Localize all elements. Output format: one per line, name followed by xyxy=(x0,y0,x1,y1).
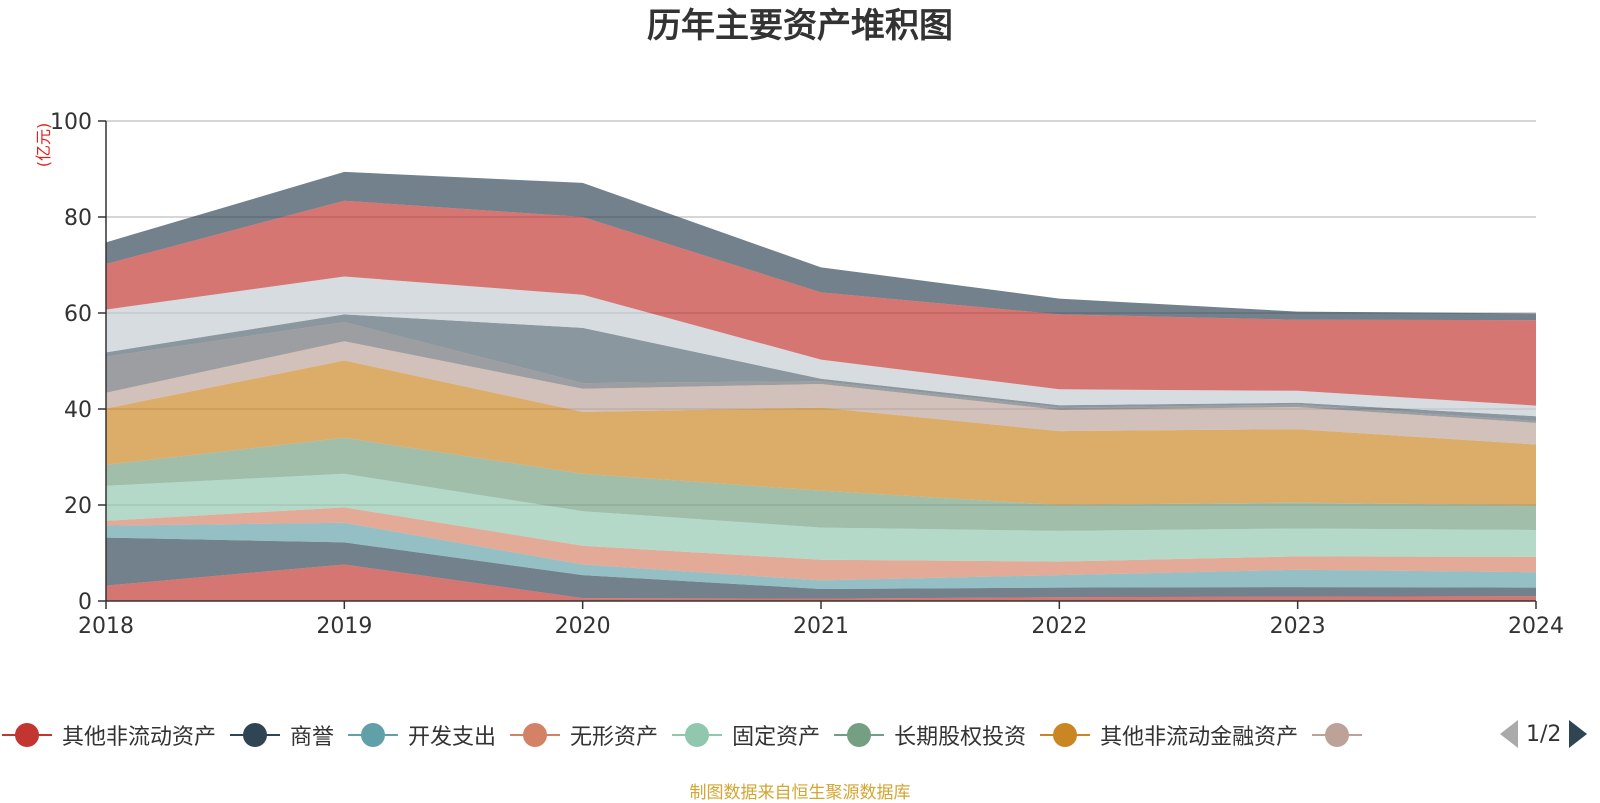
area-series-10 xyxy=(106,276,1536,417)
legend-marker-icon xyxy=(834,722,885,748)
legend-marker-icon xyxy=(348,722,399,748)
legend-marker-icon xyxy=(672,722,723,748)
area-series-3 xyxy=(106,507,1536,581)
legend-label: 固定资产 xyxy=(732,725,821,750)
legend-item[interactable]: 固定资产 xyxy=(672,719,820,751)
legend-prev-page-icon[interactable] xyxy=(1500,720,1518,748)
area-series-9 xyxy=(106,314,1536,421)
y-tick-label: 100 xyxy=(50,110,92,135)
area-series-11 xyxy=(106,200,1536,406)
x-tick-label: 2019 xyxy=(316,614,372,639)
legend-item[interactable] xyxy=(1312,722,1372,748)
y-tick-label: 60 xyxy=(64,302,92,327)
area-series-6 xyxy=(106,360,1536,506)
area-series-4 xyxy=(106,473,1536,562)
y-axis-label: (亿元) xyxy=(34,123,53,168)
legend-item[interactable]: 商誉 xyxy=(230,719,334,751)
chart-title: 历年主要资产堆积图 xyxy=(647,6,953,46)
legend-label: 商誉 xyxy=(290,725,335,750)
area-series-7 xyxy=(106,341,1536,445)
legend-marker-icon xyxy=(510,722,561,748)
legend-page-indicator: 1/2 xyxy=(1526,721,1562,747)
x-tick-label: 2024 xyxy=(1508,614,1564,639)
legend-marker-icon xyxy=(2,722,52,748)
area-series-8 xyxy=(106,322,1536,423)
axes: 0 20 40 60 80 100 2018 2019 2020 2021 2022 2023 2024 xyxy=(50,110,1564,639)
x-tick-label: 2020 xyxy=(555,614,611,639)
stacked-area-chart: 0 20 40 60 80 100 2018 2019 2020 2021 2022 2023 2024… xyxy=(34,110,1564,639)
legend-marker-icon xyxy=(1040,722,1091,748)
y-tick-label: 80 xyxy=(64,206,92,231)
x-tick-label: 2021 xyxy=(793,614,849,639)
legend-label: 长期股权投资 xyxy=(894,725,1027,750)
x-tick-label: 2018 xyxy=(78,614,134,639)
legend-item[interactable]: 其他非流动资产 xyxy=(2,719,216,751)
y-tick-label: 0 xyxy=(78,590,92,615)
legend-label: 其他非流动金融资产 xyxy=(1100,725,1299,750)
legend-marker-icon xyxy=(230,722,281,748)
legend-item[interactable]: 开发支出 xyxy=(348,719,496,751)
area-series xyxy=(106,171,1536,601)
legend-marker-icon xyxy=(1312,722,1363,748)
legend: 其他非流动资产 商誉 开发支出 无形资产 固定资产 长期股权投资 其他非流动金融资产 xyxy=(0,718,1600,752)
area-series-0 xyxy=(106,564,1536,601)
legend-item[interactable]: 长期股权投资 xyxy=(834,719,1026,751)
area-series-5 xyxy=(106,437,1536,531)
legend-pager: 1/2 xyxy=(1500,714,1598,754)
data-source-note: 制图数据来自恒生聚源数据库 xyxy=(689,783,911,803)
area-series-12 xyxy=(106,171,1536,321)
y-tick-label: 40 xyxy=(64,398,92,423)
legend-label: 其他非流动资产 xyxy=(62,725,217,750)
legend-label: 无形资产 xyxy=(570,725,659,750)
legend-item[interactable]: 其他非流动金融资产 xyxy=(1040,719,1298,751)
legend-next-page-icon[interactable] xyxy=(1569,720,1588,748)
legend-label: 开发支出 xyxy=(408,725,497,750)
x-tick-label: 2022 xyxy=(1031,614,1087,639)
legend-item[interactable]: 无形资产 xyxy=(510,719,658,751)
area-series-1 xyxy=(106,537,1536,599)
area-series-2 xyxy=(106,522,1536,589)
x-tick-label: 2023 xyxy=(1270,614,1326,639)
y-tick-label: 20 xyxy=(64,494,92,519)
